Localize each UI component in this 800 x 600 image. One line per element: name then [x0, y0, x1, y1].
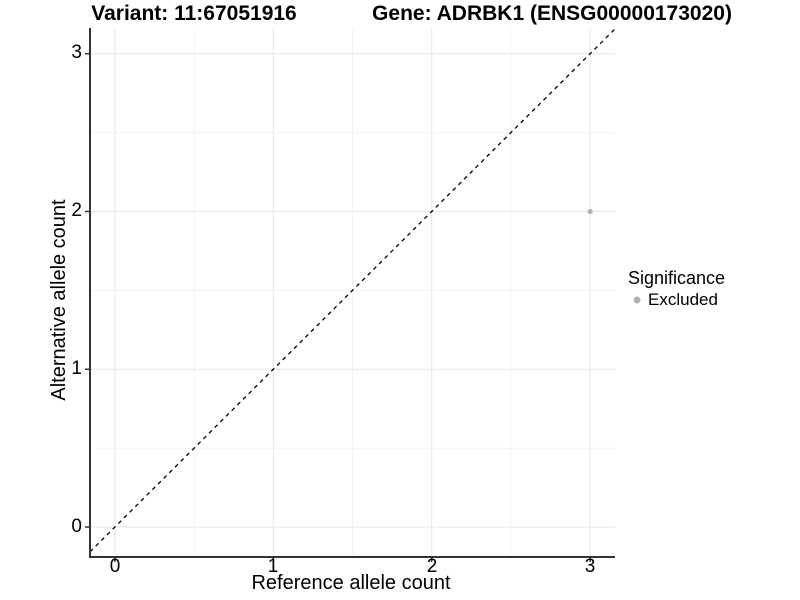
y-axis-title: Alternative allele count [48, 199, 70, 401]
y-tick-label-0: 0 [71, 516, 82, 537]
variant-title: Variant: 11:67051916 [91, 2, 297, 25]
excluded-point-icon [633, 296, 641, 304]
x-tick-label-2: 2 [426, 556, 438, 577]
legend-key [628, 291, 646, 309]
y-tick-label-1: 1 [71, 358, 82, 379]
x-tick-label-3: 3 [584, 556, 596, 577]
identity-reference-line [89, 28, 616, 553]
gene-title: Gene: ADRBK1 (ENSG00000173020) [372, 2, 732, 25]
y-tick-label-2: 2 [71, 200, 82, 221]
legend-title: Significance [628, 268, 726, 288]
legend: Significance Excluded [628, 267, 725, 309]
data-point-excluded [587, 208, 593, 215]
legend-entry-excluded: Excluded [628, 291, 725, 309]
y-tick-label-3: 3 [71, 42, 82, 63]
legend-label-excluded: Excluded [648, 290, 718, 309]
x-tick-label-1: 1 [267, 556, 279, 577]
x-tick-label-0: 0 [109, 556, 121, 577]
x-axis-title: Reference allele count [251, 572, 451, 594]
